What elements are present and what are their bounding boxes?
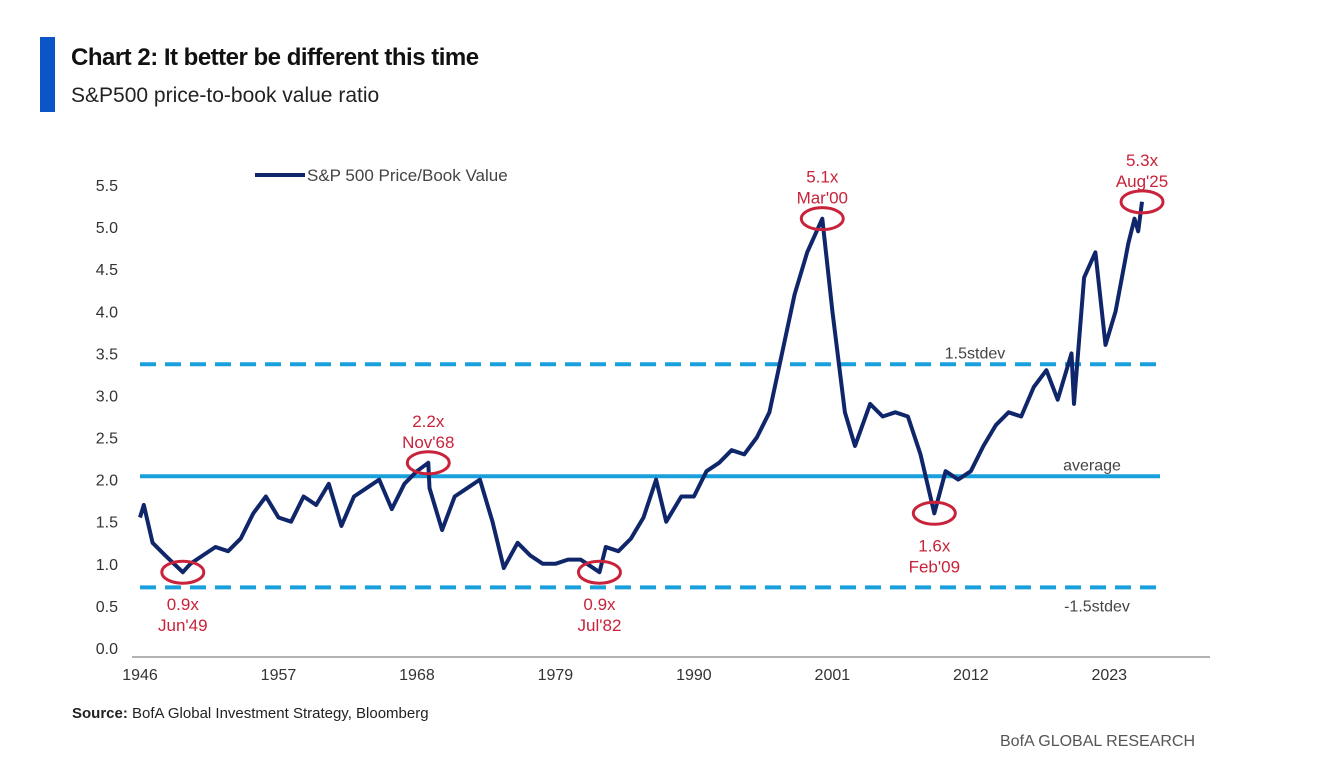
source-text: BofA Global Investment Strategy, Bloombe… — [127, 705, 429, 722]
x-tick-label: 1946 — [122, 667, 158, 684]
annotation-value: 2.2x — [412, 412, 445, 431]
y-tick-label: 4.0 — [96, 304, 118, 321]
x-tick-label: 1990 — [676, 667, 712, 684]
annotation-circle — [799, 206, 845, 232]
annotation-value: 0.9x — [583, 595, 616, 614]
series-line-price-book — [138, 201, 1144, 575]
source-label: Source: — [72, 705, 128, 722]
chart-title: Chart 2: It better be different this tim… — [71, 44, 479, 71]
annotation-value: 0.9x — [167, 595, 200, 614]
annotation-circle — [576, 559, 622, 585]
annotation-circle — [405, 450, 451, 476]
y-tick-label: 5.0 — [96, 220, 118, 237]
annotation-value: 1.6x — [918, 536, 951, 555]
annotation-date: Aug'25 — [1116, 172, 1168, 191]
reference-label: 1.5stdev — [945, 345, 1005, 362]
y-tick-label: 3.0 — [96, 388, 118, 405]
chart-subtitle: S&P500 price-to-book value ratio — [71, 84, 380, 107]
annotation-date: Nov'68 — [402, 433, 454, 452]
annotation-date: Feb'09 — [909, 557, 960, 576]
annotation-circle — [1119, 189, 1165, 215]
x-tick-label: 2012 — [953, 667, 989, 684]
y-tick-label: 2.5 — [96, 431, 118, 448]
y-tick-label: 0.5 — [96, 599, 118, 616]
x-tick-label: 2001 — [815, 667, 851, 684]
annotation-date: Mar'00 — [797, 189, 848, 208]
source-note: Source: BofA Global Investment Strategy,… — [72, 705, 429, 722]
annotation-circle — [911, 500, 957, 526]
reference-label: average — [1063, 457, 1121, 474]
y-tick-label: 1.0 — [96, 557, 118, 574]
annotation-value: 5.1x — [806, 168, 839, 187]
y-tick-label: 5.5 — [96, 178, 118, 195]
x-tick-label: 1957 — [261, 667, 297, 684]
legend-label: S&P 500 Price/Book Value — [307, 166, 508, 185]
x-tick-label: 1968 — [399, 667, 435, 684]
brand-label: BofA GLOBAL RESEARCH — [1000, 733, 1196, 750]
accent-bar — [40, 37, 55, 112]
annotation-circle — [160, 559, 206, 585]
y-tick-label: 0.0 — [96, 641, 118, 658]
y-tick-label: 3.5 — [96, 346, 118, 363]
y-tick-label: 1.5 — [96, 515, 118, 532]
y-tick-label: 4.5 — [96, 262, 118, 279]
x-tick-label: 2023 — [1091, 667, 1127, 684]
annotation-date: Jun'49 — [158, 616, 208, 635]
x-tick-label: 1979 — [538, 667, 574, 684]
y-tick-label: 2.0 — [96, 473, 118, 490]
annotation-value: 5.3x — [1126, 151, 1159, 170]
annotation-date: Jul'82 — [578, 616, 622, 635]
reference-label: -1.5stdev — [1064, 598, 1130, 615]
